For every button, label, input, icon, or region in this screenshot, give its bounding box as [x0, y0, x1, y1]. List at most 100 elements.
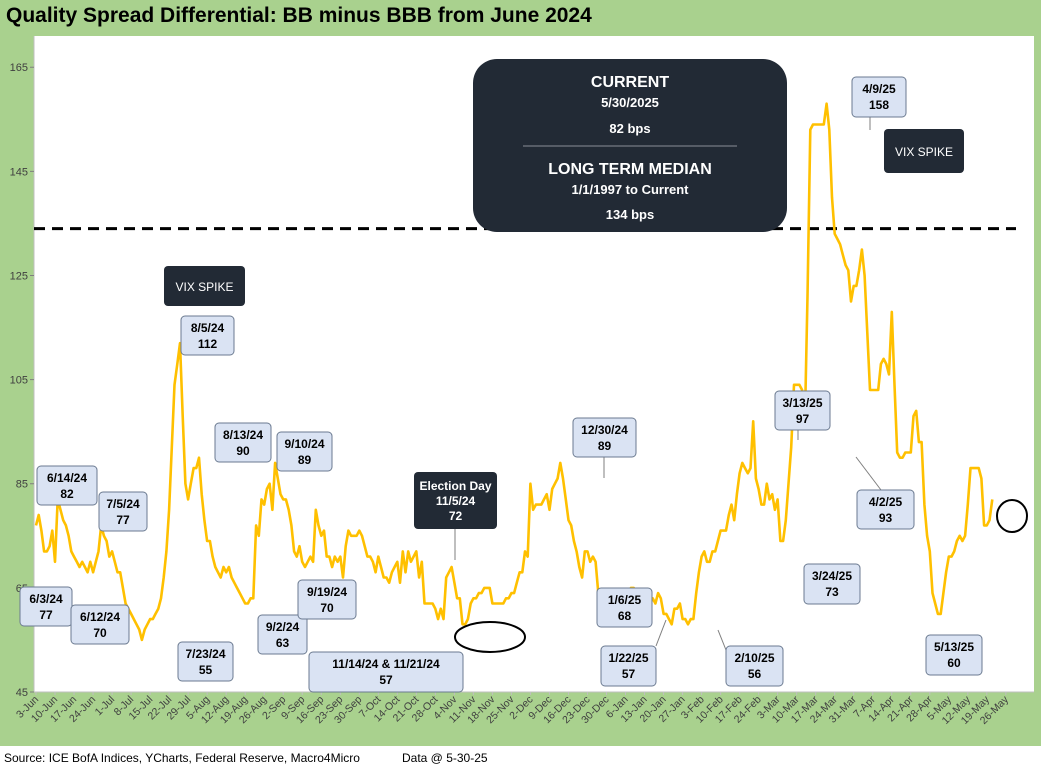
callout-value: 89	[598, 439, 612, 453]
election-day-label: Election Day	[419, 479, 491, 493]
y-tick-label: 85	[16, 479, 28, 491]
callout-box: 1/6/25 68	[596, 587, 653, 628]
callout-date: 8/5/24	[191, 321, 225, 335]
callout-value: 90	[236, 444, 250, 458]
callout-box: 4/9/25 158	[851, 76, 907, 118]
callout-box: 12/30/24 89	[572, 417, 637, 458]
callout-value: 70	[320, 601, 334, 615]
callout-value: 60	[947, 656, 961, 670]
callout-date: 4/9/25	[862, 82, 896, 96]
callout-date: 7/23/24	[185, 647, 225, 661]
vix-spike-label-2024: VIX SPIKE	[164, 266, 245, 306]
callout-box: 2/10/25 56	[725, 645, 784, 687]
callout-leader-line	[717, 629, 727, 651]
callout-date: 6/14/24	[47, 471, 87, 485]
current-point-ellipse	[996, 499, 1028, 533]
callout-box: 9/10/24 89	[276, 431, 333, 472]
callout-leader-line	[655, 619, 667, 647]
callout-box-bg	[308, 651, 464, 693]
callout-box-bg	[925, 634, 983, 676]
callout-box: 3/24/25 73	[803, 563, 861, 605]
callout-date: 4/2/25	[869, 495, 903, 509]
data-callouts: 6/3/24 77 6/14/24 82 6/12/24 70 7/5/24 77 7/23/2…	[19, 76, 983, 693]
callout-box-bg	[214, 422, 272, 463]
callout-value: 57	[622, 667, 636, 681]
median-heading: LONG TERM MEDIAN	[548, 161, 712, 178]
callout-box-bg	[725, 645, 784, 687]
callout-date: 11/14/24 & 11/21/24	[332, 657, 440, 671]
callout-box: 9/2/24 63	[257, 614, 308, 655]
callout-date: 3/24/25	[812, 569, 852, 583]
callout-date: 9/2/24	[266, 620, 300, 634]
series-line	[34, 102, 994, 642]
callout-value: 112	[198, 337, 218, 351]
callout-box-bg	[257, 614, 308, 655]
callout-box: 8/5/24 112	[180, 315, 235, 356]
callout-leaders	[454, 117, 882, 651]
callout-box: 7/5/24 77	[98, 491, 148, 532]
callout-value: 63	[276, 636, 290, 650]
election-day-date: 11/5/24	[436, 494, 476, 508]
x-axis: 3-Jun10-Jun17-Jun24-Jun1-Jul8-Jul15-Jul2…	[14, 691, 1034, 727]
callout-value: 68	[618, 609, 632, 623]
callout-value: 89	[298, 453, 312, 467]
callout-box: 5/13/25 60	[925, 634, 983, 676]
callout-box: 7/23/24 55	[177, 641, 234, 682]
median-value: 134 bps	[606, 207, 654, 222]
callout-value: 57	[379, 673, 393, 687]
svg-text:VIX SPIKE: VIX SPIKE	[175, 280, 233, 294]
callout-leader-line	[855, 456, 882, 491]
callout-box-bg	[70, 604, 130, 645]
chart-svg: 456585105125145165 3-Jun10-Jun17-Jun24-J…	[10, 36, 1034, 727]
callout-box-bg	[600, 645, 657, 687]
election-day-callout: Election Day 11/5/24 72	[414, 472, 497, 529]
callout-box: 9/19/24 70	[297, 579, 357, 620]
callout-box-bg	[851, 76, 907, 118]
callout-box: 6/3/24 77	[19, 586, 73, 627]
callout-value: 56	[748, 667, 762, 681]
callout-box: 3/13/25 97	[774, 390, 831, 431]
callout-date: 9/19/24	[307, 585, 347, 599]
callout-value: 77	[39, 608, 53, 622]
current-date: 5/30/2025	[601, 95, 659, 110]
callout-box: 1/22/25 57	[600, 645, 657, 687]
callout-date: 9/10/24	[284, 437, 324, 451]
footer: Source: ICE BofA Indices, YCharts, Feder…	[4, 751, 488, 765]
callout-date: 7/5/24	[106, 497, 140, 511]
callout-date: 6/3/24	[29, 592, 63, 606]
callout-date: 5/13/25	[934, 640, 974, 654]
callout-value: 77	[116, 513, 130, 527]
vix-spike-label-2025: VIX SPIKE	[884, 129, 964, 173]
callout-box-bg	[572, 417, 637, 458]
callout-box-bg	[803, 563, 861, 605]
election-day-value: 72	[449, 509, 463, 523]
y-tick-label: 125	[10, 270, 28, 282]
callout-box-bg	[180, 315, 235, 356]
chart-title: Quality Spread Differential: BB minus BB…	[6, 4, 592, 27]
highlight-ellipses	[454, 499, 1028, 653]
callout-box: 8/13/24 90	[214, 422, 272, 463]
callout-value: 73	[825, 585, 839, 599]
callout-value: 55	[199, 663, 213, 677]
callout-date: 3/13/25	[782, 396, 822, 410]
callout-box-bg	[276, 431, 333, 472]
y-tick-label: 105	[10, 375, 28, 387]
median-range: 1/1/1997 to Current	[571, 182, 689, 197]
callout-value: 82	[60, 487, 74, 501]
callout-date: 8/13/24	[223, 428, 263, 442]
callout-date: 1/6/25	[608, 593, 642, 607]
november-lows-ellipse	[454, 621, 526, 653]
callout-box-bg	[36, 465, 98, 506]
svg-text:VIX SPIKE: VIX SPIKE	[895, 145, 953, 159]
y-tick-label: 165	[10, 62, 28, 74]
callout-box: 6/12/24 70	[70, 604, 130, 645]
current-heading: CURRENT	[591, 74, 669, 91]
source-note: Source: ICE BofA Indices, YCharts, Feder…	[4, 751, 360, 765]
y-tick-label: 145	[10, 166, 28, 178]
callout-box-bg	[774, 390, 831, 431]
callout-box-bg	[177, 641, 234, 682]
callout-box-bg	[856, 489, 915, 530]
y-tick-label: 45	[16, 687, 28, 699]
callout-box-bg	[596, 587, 653, 628]
callout-box-bg	[98, 491, 148, 532]
